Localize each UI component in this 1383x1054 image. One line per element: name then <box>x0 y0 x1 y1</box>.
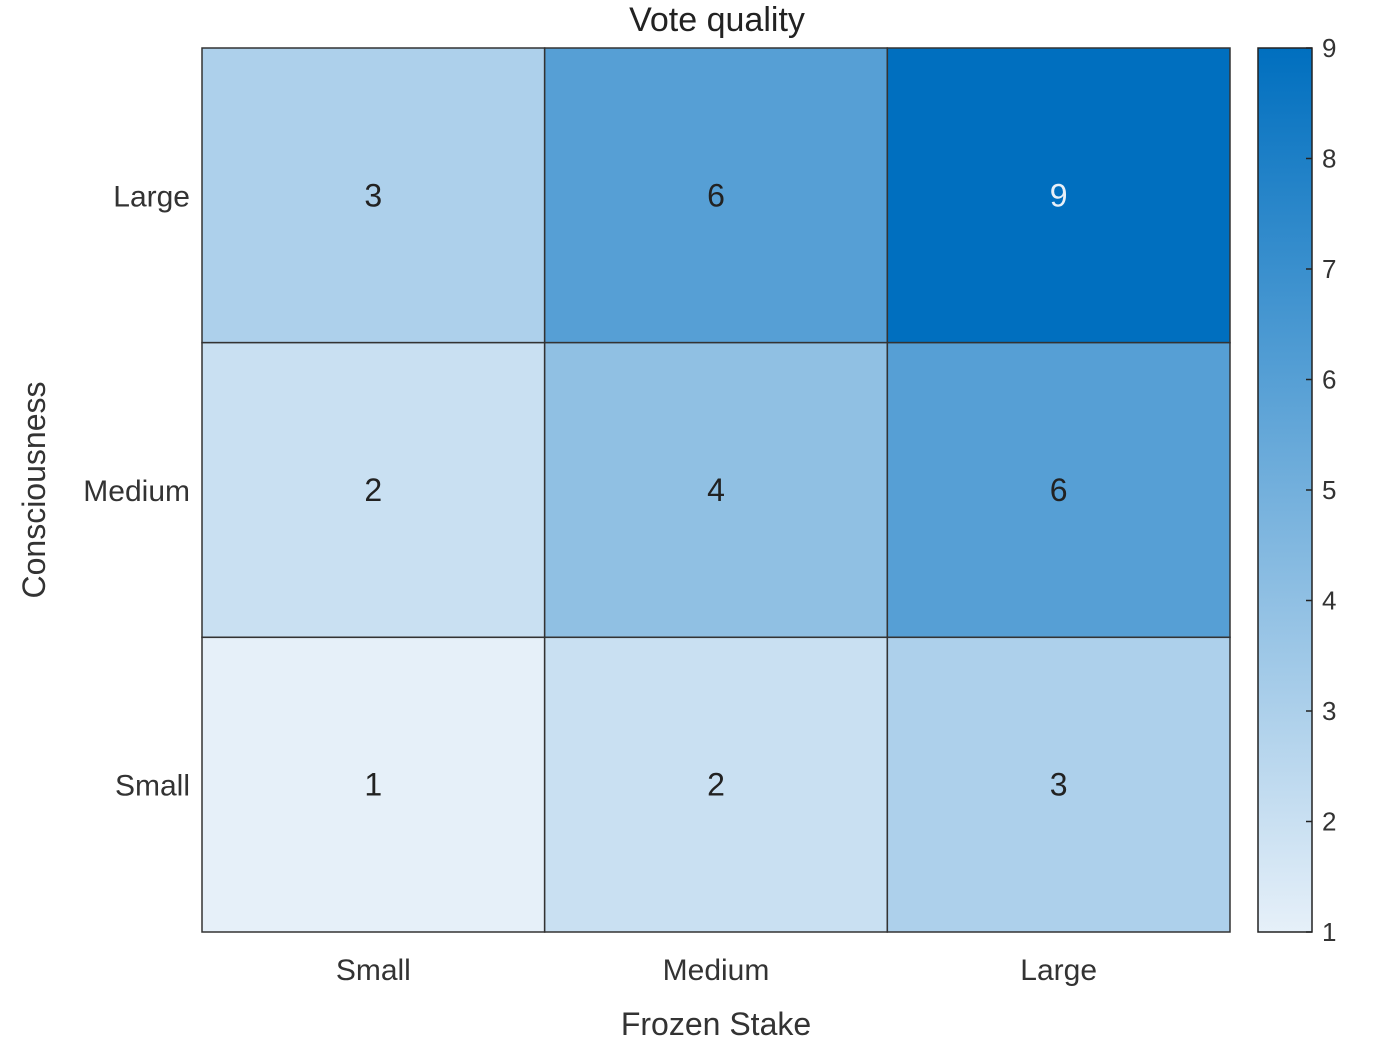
heatmap-cells: 3 6 9 2 4 6 1 2 3 <box>201 47 1231 933</box>
cell-value-label: 4 <box>707 472 725 508</box>
x-axis-label: Frozen Stake <box>621 1006 811 1042</box>
colorbar-tick-label: 8 <box>1322 144 1336 174</box>
cell-value-label: 3 <box>1050 767 1068 803</box>
y-tick-label: Large <box>113 180 190 213</box>
heatmap-cell <box>201 341 546 639</box>
heatmap-cell <box>886 341 1231 639</box>
cell-value-label: 2 <box>707 767 725 803</box>
heatmap-cell <box>543 636 889 933</box>
heatmap-cell <box>886 47 1231 344</box>
x-tick-labels: Small Medium Large <box>336 954 1097 987</box>
colorbar-tick-label: 4 <box>1322 586 1336 616</box>
colorbar-tick-label: 7 <box>1322 254 1336 284</box>
colorbar-tick-label: 3 <box>1322 696 1336 726</box>
colorbar-tick-label: 6 <box>1322 365 1336 395</box>
y-tick-label: Medium <box>83 475 190 508</box>
colorbar-ticks: 1 2 3 4 5 6 7 8 9 <box>1306 33 1336 947</box>
cell-value-label: 6 <box>1050 472 1068 508</box>
cell-value-label: 9 <box>1050 177 1068 213</box>
cell-value-label: 2 <box>364 472 382 508</box>
heatmap-cell <box>201 47 546 344</box>
colorbar-tick-label: 2 <box>1322 807 1336 837</box>
y-tick-label: Small <box>115 770 190 803</box>
colorbar <box>1257 47 1313 933</box>
cell-value-label: 1 <box>364 767 382 803</box>
colorbar-tick-label: 9 <box>1322 33 1336 63</box>
heatmap-cell <box>886 636 1231 933</box>
colorbar-tick-label: 1 <box>1322 917 1336 947</box>
heatmap-cell <box>201 636 546 933</box>
x-tick-label: Large <box>1020 954 1097 987</box>
cell-value-label: 6 <box>707 177 725 213</box>
heatmap-cell <box>543 341 889 639</box>
heatmap-cell <box>543 47 889 344</box>
cell-value-label: 3 <box>364 177 382 213</box>
x-tick-label: Medium <box>663 954 770 987</box>
chart-title: Vote quality <box>629 1 805 39</box>
y-axis-label: Consciousness <box>16 382 52 599</box>
colorbar-tick-label: 5 <box>1322 475 1336 505</box>
y-tick-labels: Large Medium Small <box>83 180 190 802</box>
x-tick-label: Small <box>336 954 411 987</box>
